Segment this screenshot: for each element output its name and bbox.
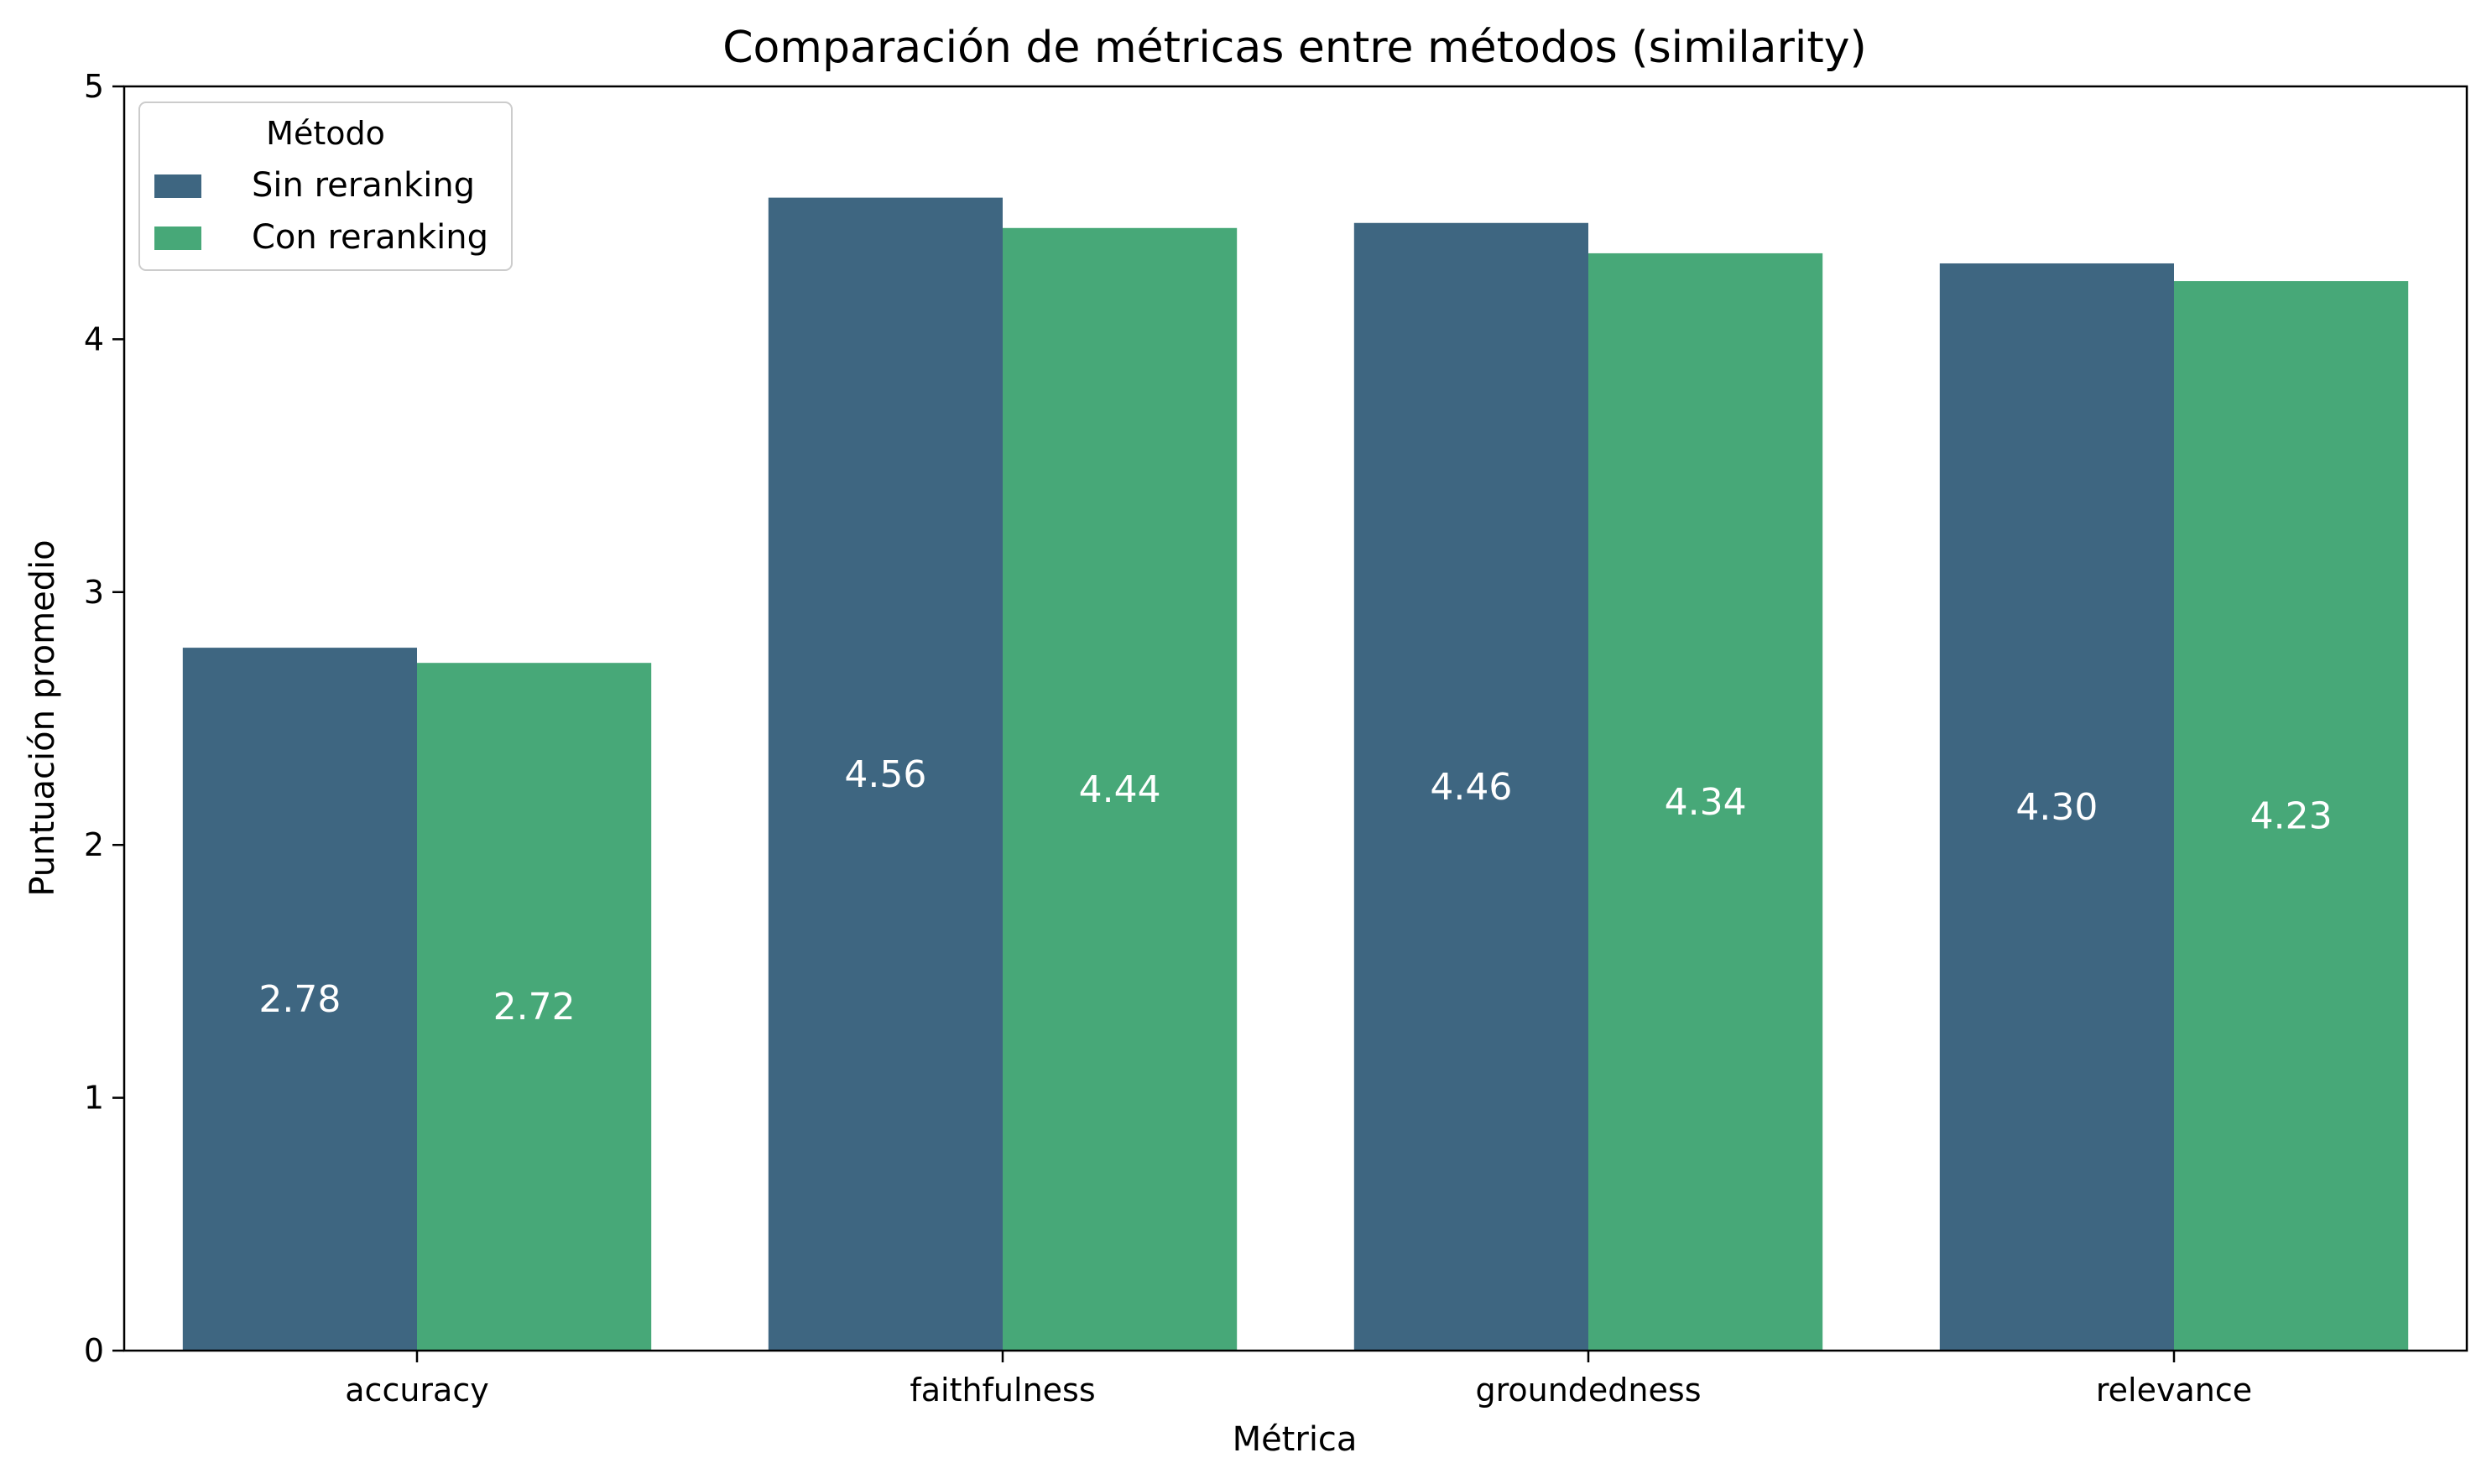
legend-swatch-con-reranking bbox=[154, 227, 201, 250]
legend-title: Método bbox=[266, 115, 385, 152]
bar-value-label: 4.46 bbox=[1430, 766, 1512, 809]
bar-con-reranking-accuracy bbox=[417, 663, 652, 1351]
bar-con-reranking-relevance bbox=[2174, 281, 2409, 1351]
x-tick-label: groundedness bbox=[1475, 1372, 1701, 1408]
y-tick-label: 1 bbox=[84, 1080, 104, 1117]
bar-con-reranking-groundedness bbox=[1588, 253, 1823, 1351]
bar-value-label: 2.72 bbox=[493, 986, 576, 1028]
x-axis-label: Métrica bbox=[1233, 1420, 1358, 1459]
plot-frame bbox=[123, 85, 2469, 1352]
y-tick-label: 3 bbox=[84, 574, 104, 611]
bar-value-label: 2.78 bbox=[258, 978, 341, 1021]
y-tick-label: 5 bbox=[84, 68, 104, 105]
legend-box bbox=[138, 102, 513, 271]
bar-sin-reranking-groundedness bbox=[1353, 222, 1588, 1351]
bar-value-label: 4.44 bbox=[1079, 768, 1161, 811]
bar-value-label: 4.30 bbox=[2015, 786, 2098, 829]
bar-con-reranking-faithfulness bbox=[1003, 227, 1238, 1351]
bar-sin-reranking-faithfulness bbox=[768, 197, 1003, 1351]
bar-value-label: 4.34 bbox=[1665, 781, 1747, 824]
y-tick-label: 0 bbox=[84, 1332, 104, 1369]
bar-sin-reranking-accuracy bbox=[182, 648, 418, 1351]
bar-sin-reranking-relevance bbox=[1939, 263, 2174, 1351]
y-tick-label: 2 bbox=[84, 826, 104, 863]
legend: Método Sin reranking Con reranking bbox=[138, 102, 513, 271]
bar-value-label: 4.56 bbox=[844, 753, 926, 796]
plot-area: 2.78 4.56 4.46 4.30 2.72 4.44 4.34 4.23 0 1 2 3 4 5 ac… bbox=[84, 68, 2469, 1408]
x-tick-label: accuracy bbox=[345, 1372, 488, 1408]
y-axis-label: Puntuación promedio bbox=[23, 539, 62, 896]
x-tick-label: faithfulness bbox=[910, 1372, 1095, 1408]
x-tick-label: relevance bbox=[2096, 1372, 2252, 1408]
legend-label-con-reranking: Con reranking bbox=[252, 218, 488, 257]
chart-title: Comparación de métricas entre métodos (s… bbox=[722, 23, 1867, 73]
bar-value-label: 4.23 bbox=[2250, 795, 2333, 838]
y-tick-label: 4 bbox=[84, 320, 104, 357]
legend-label-sin-reranking: Sin reranking bbox=[252, 166, 475, 205]
legend-swatch-sin-reranking bbox=[154, 174, 201, 198]
